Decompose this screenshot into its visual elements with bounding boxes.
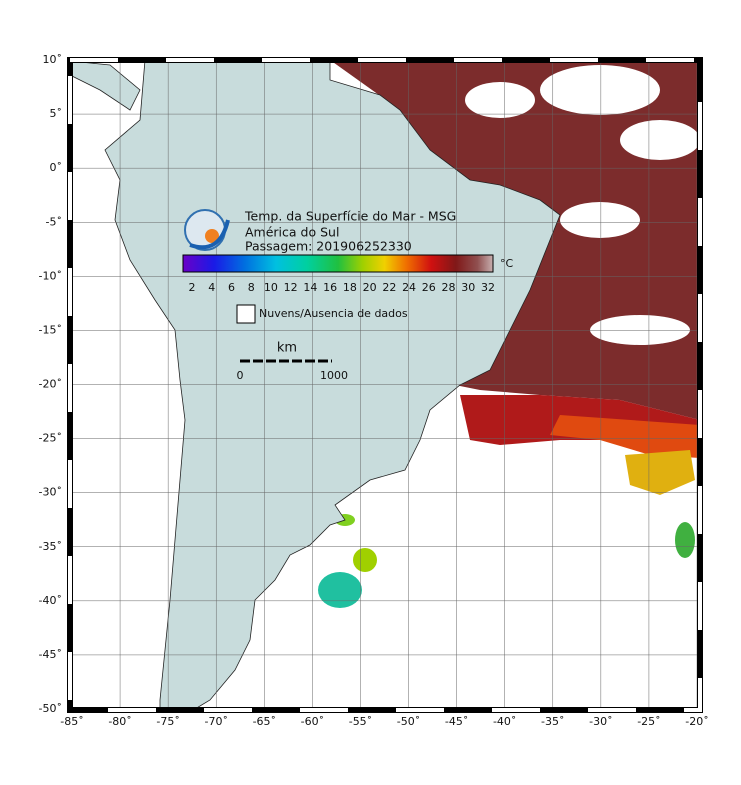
lat-label: -25˚ [39, 432, 62, 445]
colorbar-ticks: 2 4 6 8 10 12 14 16 18 20 22 24 26 28 30 32 [189, 281, 496, 294]
colorbar-tick: 6 [228, 281, 235, 294]
colorbar-tick: 26 [422, 281, 436, 294]
colorbar-tick: 22 [382, 281, 396, 294]
lat-label: -30˚ [39, 486, 62, 499]
lon-label: -60˚ [301, 715, 324, 728]
lat-label: 0˚ [50, 161, 63, 174]
lon-label: -40˚ [493, 715, 516, 728]
axes: -85˚ -80˚ -75˚ -70˚ -65˚ -60˚ -55˚ -50˚ -45˚ -40˚… [39, 53, 709, 728]
lon-label: -35˚ [541, 715, 564, 728]
lon-label: -70˚ [204, 715, 227, 728]
colorbar-unit: °C [500, 257, 514, 270]
cloud [620, 120, 700, 160]
frame-ticks [68, 58, 702, 712]
logo [184, 209, 230, 251]
lon-label: -20˚ [685, 715, 708, 728]
colorbar-tick: 10 [264, 281, 278, 294]
map-area [70, 60, 700, 710]
cloud [560, 202, 640, 238]
colorbar-tick: 18 [343, 281, 357, 294]
colorbar [182, 254, 494, 273]
scale-end: 1000 [320, 369, 348, 382]
colorbar-tick: 30 [461, 281, 475, 294]
scale-start: 0 [237, 369, 244, 382]
lat-label: -50˚ [39, 702, 62, 715]
lon-label: -55˚ [349, 715, 372, 728]
sst-patch [318, 572, 362, 608]
lon-label: -65˚ [253, 715, 276, 728]
colorbar-tick: 16 [323, 281, 337, 294]
legend-label: Nuvens/Ausencia de dados [259, 307, 408, 320]
colorbar-tick: 32 [481, 281, 495, 294]
sst-orange [550, 415, 700, 458]
lon-label: -50˚ [397, 715, 420, 728]
lon-label: -85˚ [60, 715, 83, 728]
lat-label: 5˚ [50, 107, 63, 120]
lon-label: -80˚ [108, 715, 131, 728]
colorbar-tick: 24 [402, 281, 416, 294]
lon-label: -30˚ [589, 715, 612, 728]
lon-label: -75˚ [156, 715, 179, 728]
colorbar-tick: 8 [248, 281, 255, 294]
lat-label: -20˚ [39, 378, 62, 391]
pass: Passagem: 201906252330 [245, 239, 412, 254]
colorbar-tick: 28 [442, 281, 456, 294]
scale-unit: km [277, 341, 297, 356]
lon-label: -45˚ [445, 715, 468, 728]
legend-box [236, 304, 256, 324]
region: América do Sul [245, 225, 339, 240]
land [70, 60, 141, 111]
cloud [540, 65, 660, 115]
sst-patch [353, 548, 377, 572]
lat-label: -35˚ [39, 540, 62, 553]
colorbar-tick: 4 [208, 281, 215, 294]
colorbar-tick: 20 [363, 281, 377, 294]
cloud [590, 315, 690, 345]
lat-label: -15˚ [39, 323, 62, 336]
lat-label: -40˚ [39, 594, 62, 607]
sst-yellow [625, 450, 695, 495]
sst-patch [675, 522, 695, 558]
lat-label: -10˚ [39, 269, 62, 282]
lat-label: -5˚ [46, 215, 62, 228]
lat-label: -45˚ [39, 648, 62, 661]
lon-label: -25˚ [637, 715, 660, 728]
title: Temp. da Superfície do Mar - MSG [244, 209, 456, 224]
colorbar-tick: 2 [189, 281, 196, 294]
colorbar-tick: 14 [303, 281, 317, 294]
cloud [465, 82, 535, 118]
lat-label: 10˚ [43, 53, 63, 66]
colorbar-tick: 12 [284, 281, 298, 294]
